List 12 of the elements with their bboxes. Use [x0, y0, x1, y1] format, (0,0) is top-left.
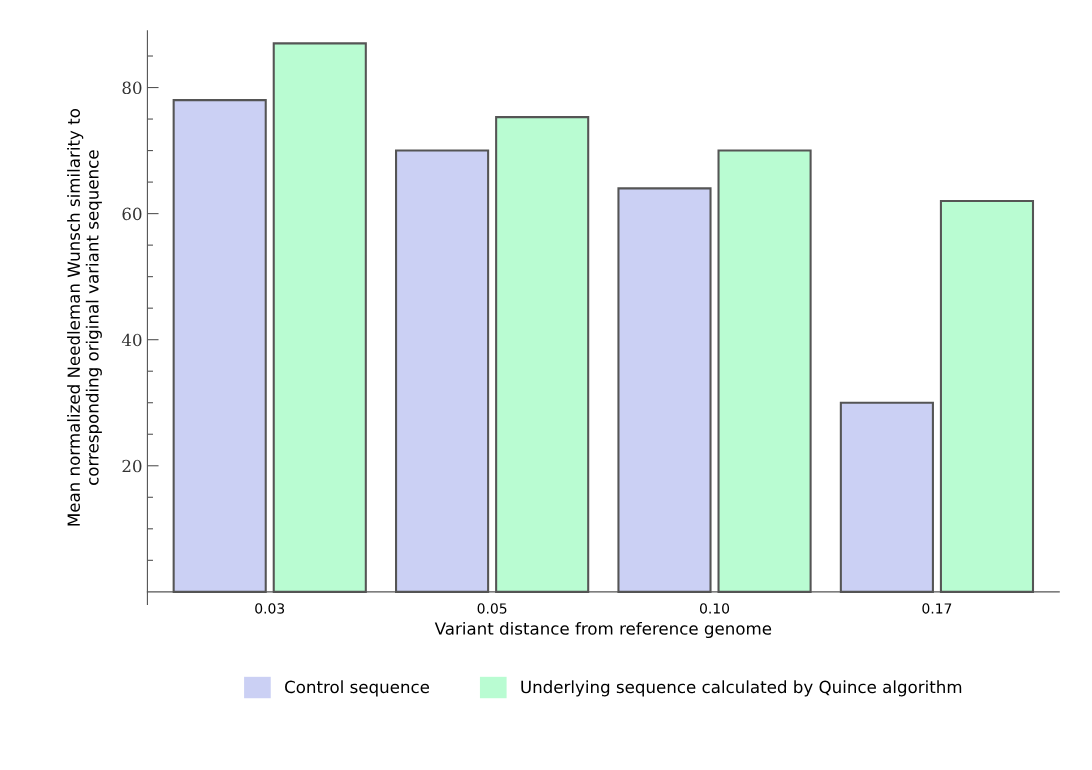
x-tick-label: 0.03: [255, 603, 285, 614]
x-tick-label: 0.17: [922, 603, 952, 614]
x-axis-title: Variant distance from reference genome: [434, 621, 772, 639]
legend-label: Underlying sequence calculated by Quince algorithm: [521, 680, 962, 697]
y-tick-label: 60: [122, 207, 142, 221]
legend-label: Control sequence: [285, 680, 430, 697]
y-tick-label: 40: [121, 333, 142, 347]
x-tick-label: 0.05: [477, 603, 507, 614]
y-axis-title: Mean normalized Needleman Wunsch similarity to corresponding original variant sequence: [67, 109, 102, 526]
y-tick-label: 80: [122, 81, 142, 95]
x-tick-label: 0.10: [699, 603, 730, 614]
y-tick-label: 20: [122, 459, 142, 473]
